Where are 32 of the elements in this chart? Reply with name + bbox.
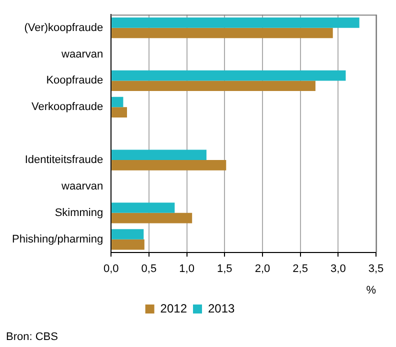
- bar: [112, 229, 144, 240]
- legend-label: 2012: [160, 301, 188, 316]
- text: Bron: CBS: [6, 331, 58, 343]
- bar: [112, 202, 175, 213]
- y-tick-label: Skimming: [54, 206, 104, 219]
- bar: [112, 239, 144, 250]
- y-tick-label: Phishing/pharming: [12, 233, 104, 246]
- y-tick-label: waarvan: [60, 180, 104, 193]
- x-tick-label: 0,0: [103, 263, 119, 276]
- x-tick-label: 3,0: [330, 263, 346, 276]
- x-axis-title: %: [366, 284, 376, 296]
- y-tick-label: (Ver)koopfraude: [24, 22, 104, 34]
- y-tick-label: Koopfraude: [46, 74, 104, 87]
- bar: [112, 160, 226, 170]
- bar: [112, 18, 360, 28]
- x-tick-label: 1,5: [216, 263, 232, 276]
- x-tick-label: 2,5: [292, 263, 308, 276]
- y-tick-label: Verkoopfraude: [32, 101, 104, 114]
- bar: [112, 28, 333, 38]
- bar: [112, 150, 206, 160]
- bar: [112, 212, 192, 224]
- bar: [112, 80, 316, 92]
- y-tick-label: Identiteitsfraude: [24, 154, 104, 166]
- x-tick-label: 0,5: [141, 263, 157, 276]
- x-tick-label: 3,5: [368, 263, 384, 276]
- x-tick-label: 2,0: [254, 263, 270, 276]
- bar: [112, 70, 346, 81]
- bar: [112, 96, 124, 108]
- y-tick-label: waarvan: [60, 48, 104, 60]
- x-tick-label: 1,0: [179, 263, 194, 276]
- bar: [112, 107, 128, 118]
- legend-label: 2013: [208, 301, 236, 316]
